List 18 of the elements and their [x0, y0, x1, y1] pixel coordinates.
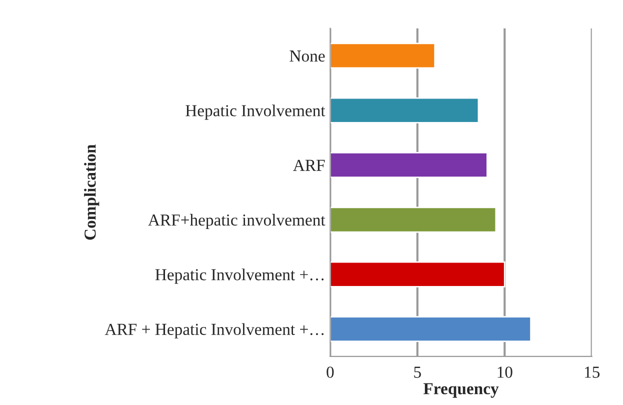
bar: [330, 42, 436, 69]
bar: [330, 97, 480, 124]
y-tick-label: Hepatic Involvement: [186, 104, 326, 120]
y-axis-title: Complication: [84, 144, 100, 240]
bar: [330, 316, 532, 342]
bar: [330, 261, 506, 288]
x-tick-label: 0: [326, 366, 334, 378]
y-tick-label: ARF + Hepatic Involvement +…: [104, 323, 324, 338]
bar: [330, 152, 488, 178]
y-tick-label: Hepatic Involvement +…: [155, 268, 324, 284]
y-tick-label: ARF: [293, 160, 325, 171]
x-tick-label: 10: [498, 366, 512, 378]
x-tick-label: 5: [414, 366, 421, 378]
bar: [330, 206, 497, 233]
x-axis-title: Frequency: [423, 383, 499, 398]
y-tick-label: None: [290, 50, 325, 62]
x-tick-label: 15: [584, 366, 600, 378]
y-tick-label: ARF+hepatic involvement: [148, 214, 326, 230]
